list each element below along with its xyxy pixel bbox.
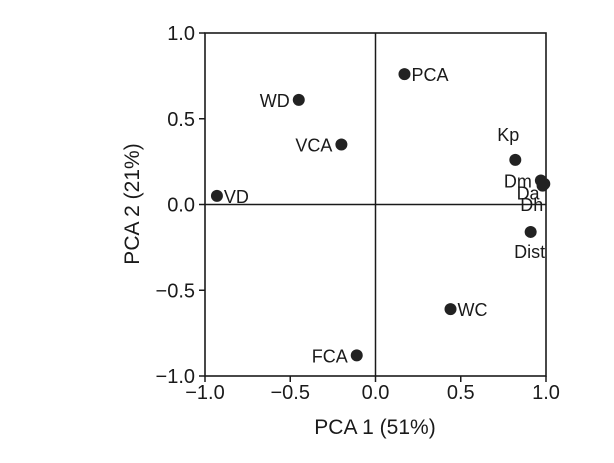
x-tick-label: 0.0	[362, 382, 390, 404]
point-dist	[524, 225, 537, 238]
point-label-wc: WC	[458, 300, 488, 320]
x-tick-label: 0.5	[447, 382, 475, 404]
point-pca	[398, 68, 411, 81]
y-tick-label: 0.5	[167, 109, 195, 131]
plot-frame-layer	[204, 32, 547, 377]
x-tick-label: −0.5	[271, 382, 310, 404]
point-label-dm: Dm	[504, 171, 532, 191]
x-tick-label: 1.0	[532, 382, 560, 404]
point-label-kp: Kp	[497, 125, 519, 145]
y-axis-label: PCA 2 (21%)	[121, 143, 144, 264]
x-axis-label: PCA 1 (51%)	[314, 416, 435, 439]
y-tick-label: 1.0	[167, 23, 195, 45]
point-wc	[444, 303, 457, 316]
y-tick-label: −1.0	[156, 366, 195, 388]
point-wd	[292, 93, 305, 106]
y-tick-label: 0.0	[167, 195, 195, 217]
x-tick-label: −1.0	[185, 382, 224, 404]
point-label-dh: Dh	[520, 195, 543, 215]
point-vd	[210, 189, 223, 202]
point-label-fca: FCA	[312, 346, 348, 366]
point-label-wd: WD	[260, 91, 290, 111]
y-tick-label: −0.5	[156, 280, 195, 302]
point-label-da: Da	[517, 184, 541, 204]
point-label-dist: Dist	[514, 242, 545, 262]
point-kp	[509, 153, 522, 166]
point-fca	[350, 349, 363, 362]
point-label-pca: PCA	[411, 65, 448, 85]
tick-layer: −1.0 −0.5 0.0 0.5 1.0 −1.0 −0.5 0.0 0.5 1.0	[156, 23, 560, 404]
point-vca	[335, 138, 348, 151]
point-label-vca: VCA	[295, 135, 332, 155]
point-label-vd: VD	[224, 187, 249, 207]
point-dh	[538, 177, 551, 190]
